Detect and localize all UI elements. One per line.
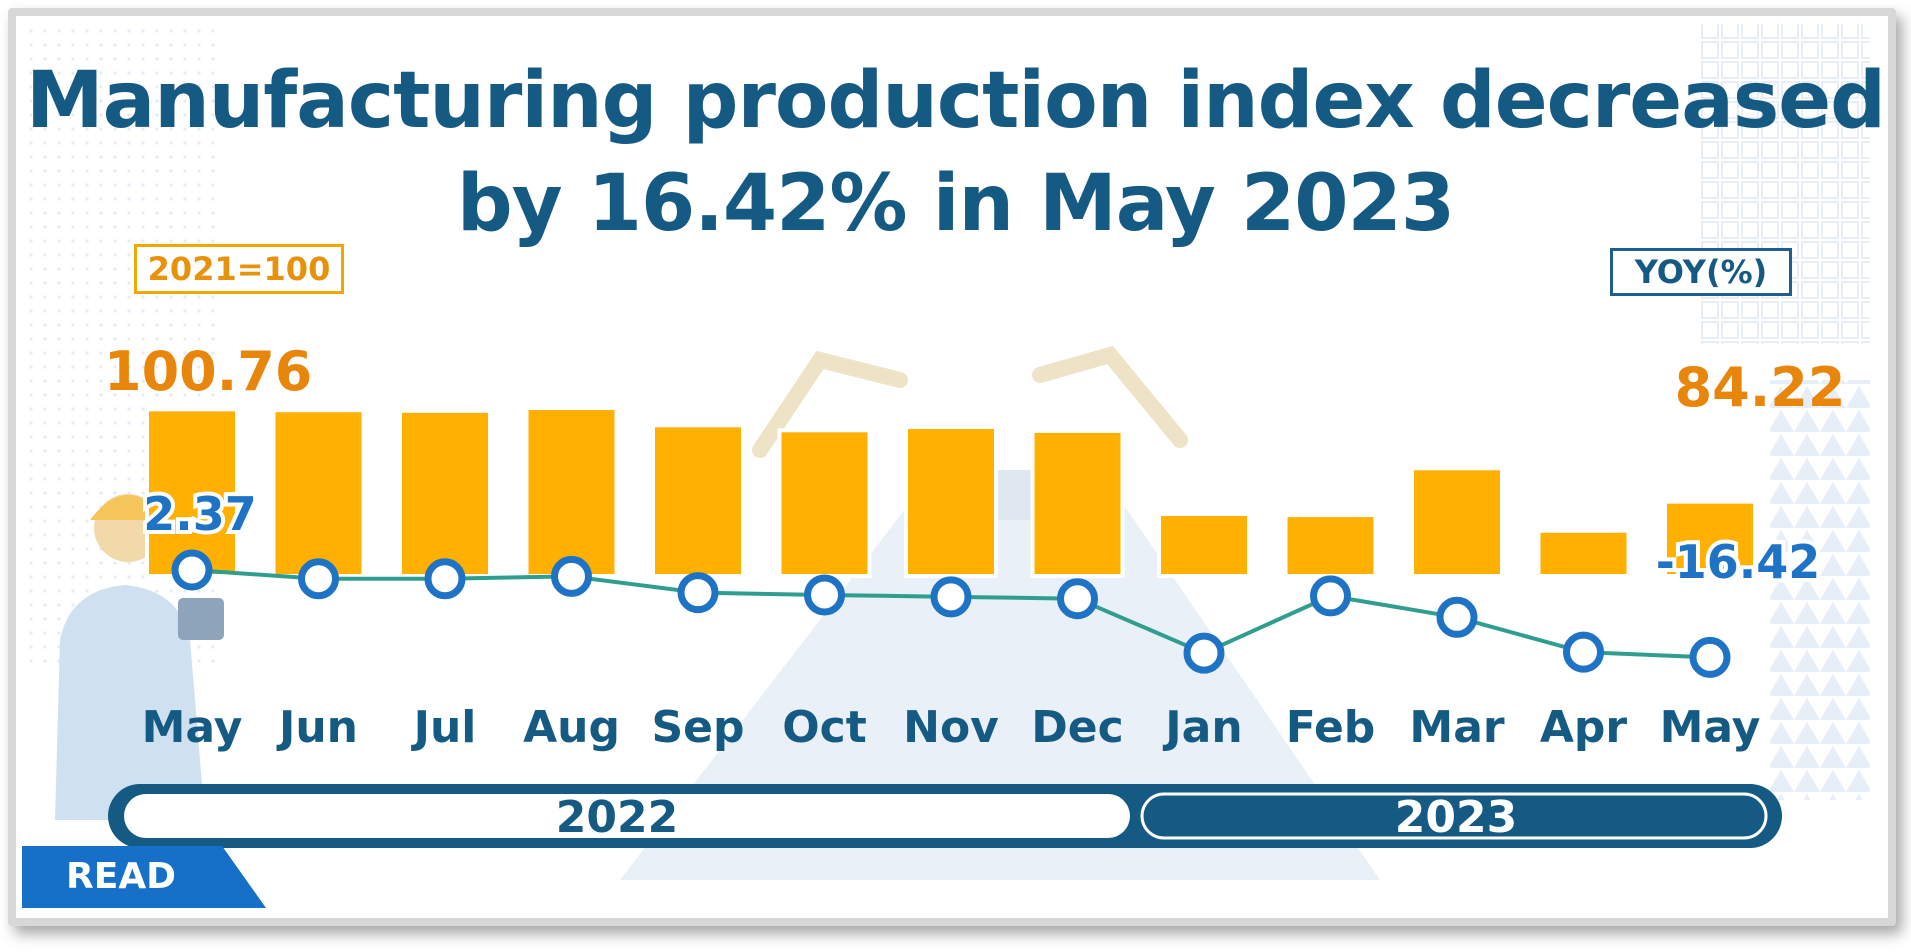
x-tick-label-9: Feb xyxy=(1286,702,1376,753)
x-tick-label-3: Aug xyxy=(523,702,620,753)
yoy-marker-11 xyxy=(1563,631,1604,673)
yoy-marker-12 xyxy=(1689,636,1731,678)
bar-12 xyxy=(1663,499,1757,578)
yoy-marker-2 xyxy=(424,558,466,600)
bar-10 xyxy=(1410,466,1504,579)
yoy-marker-7 xyxy=(1057,578,1098,620)
x-tick-label-6: Nov xyxy=(903,702,999,753)
x-tick-label-4: Sep xyxy=(651,702,744,753)
year-band-2023-pill xyxy=(1140,792,1768,840)
chart-title-line-2: by 16.42% in May 2023 xyxy=(456,159,1455,249)
yoy-marker-9 xyxy=(1310,575,1351,617)
x-tick-label-0: May xyxy=(142,702,243,753)
x-tick-labels: May Jun Jul Aug Sep Oct Nov Dec Jan Feb Mar Apr May xyxy=(142,702,1761,753)
bar-9 xyxy=(1283,513,1378,578)
yoy-value-label-12: -16.42 xyxy=(1656,535,1821,589)
yoy-marker-10 xyxy=(1436,596,1478,638)
x-tick-label-10: Mar xyxy=(1409,702,1504,753)
background-decor xyxy=(24,24,1870,880)
x-tick-label-2: Jul xyxy=(411,702,477,753)
x-tick-label-1: Jun xyxy=(276,702,358,753)
chart-title-line-1: Manufacturing production index decreased xyxy=(25,56,1886,146)
read-label: READ xyxy=(66,856,177,897)
bar-0 xyxy=(145,407,239,578)
yoy-marker-3 xyxy=(551,555,592,597)
yoy-marker-0 xyxy=(171,549,213,591)
yoy-marker-5 xyxy=(804,574,845,616)
yoy-value-label-0: 2.37 xyxy=(143,487,257,541)
yoy-label-box: YOY(%) xyxy=(1610,248,1792,296)
x-tick-label-12: May xyxy=(1660,702,1761,753)
bar-2 xyxy=(398,408,492,579)
bar-11 xyxy=(1536,528,1631,579)
year-band-2022-pill xyxy=(124,794,1130,838)
bar-6 xyxy=(904,424,998,578)
year-label-2022: 2022 xyxy=(556,792,678,843)
bar-7 xyxy=(1030,428,1125,578)
x-tick-label-5: Oct xyxy=(782,702,867,753)
worker-illustration xyxy=(55,494,224,820)
yoy-marker-1 xyxy=(298,558,339,600)
read-tab[interactable]: READ xyxy=(22,846,266,908)
yoy-marker-8 xyxy=(1183,632,1225,674)
data-labels: 100.76 84.22 2.37 -16.42 xyxy=(104,340,1846,593)
bar-3 xyxy=(524,406,619,578)
bar-4 xyxy=(651,423,745,578)
bar-series xyxy=(145,406,1757,579)
year-label-2023: 2023 xyxy=(1395,792,1517,843)
unit-label-box: 2021=100 xyxy=(134,244,344,294)
yoy-marker-4 xyxy=(677,572,719,614)
bar-8 xyxy=(1157,512,1251,579)
bar-value-label-0: 100.76 xyxy=(104,340,312,403)
x-tick-label-8: Jan xyxy=(1162,702,1242,753)
bar-5 xyxy=(777,428,872,578)
yoy-marker-series xyxy=(171,549,1731,678)
x-tick-label-7: Dec xyxy=(1031,702,1123,753)
year-band: 2022 2023 xyxy=(108,784,1782,848)
bar-value-label-12: 84.22 xyxy=(1675,356,1846,419)
x-tick-label-11: Apr xyxy=(1540,702,1628,753)
yoy-marker-6 xyxy=(930,576,972,618)
bar-1 xyxy=(271,408,366,578)
